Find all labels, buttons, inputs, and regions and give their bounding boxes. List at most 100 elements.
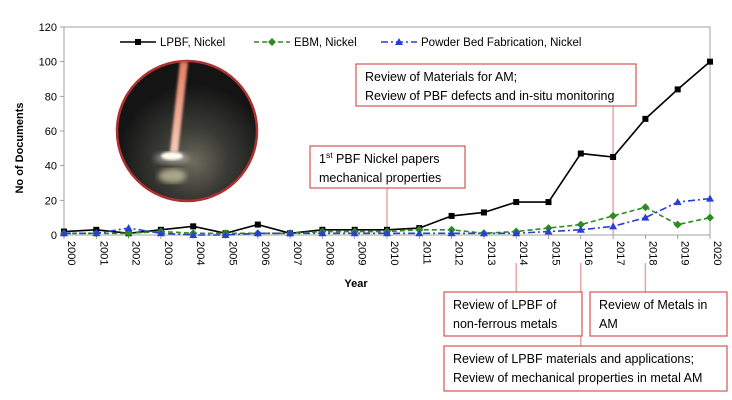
annotation-text: Review of Materials for AM;: [365, 70, 517, 84]
data-point: [383, 229, 391, 237]
annotation-text-rest: PBF Nickel papers: [333, 152, 440, 166]
series-line: [64, 197, 711, 236]
annotation-text: AM: [599, 317, 618, 331]
data-point: [156, 229, 165, 237]
annotation-box: [443, 345, 728, 392]
legend: LPBF, Nickel EBM, Nickel Powder Bed Fabric…: [120, 37, 581, 49]
data-point: [350, 229, 359, 237]
annotation-line: non-ferrous metals: [453, 317, 557, 331]
annotation-line: 1st PBF Nickel papers: [319, 150, 440, 166]
annotation-metals-am: Review of Metals in AM: [589, 291, 728, 337]
annotation-pbf-nickel-papers: 1st PBF Nickel papers mechanical properti…: [309, 145, 466, 189]
annotation-box: [443, 291, 583, 337]
annotation-text: Review of PBF defects and in-situ monito…: [365, 89, 614, 103]
data-point: [642, 115, 649, 122]
x-tick-label: 2005: [227, 241, 239, 265]
legend-entry: Powder Bed Fabrication, Nickel: [381, 37, 581, 49]
y-tick-label: 60: [45, 126, 57, 138]
data-point: [254, 221, 261, 228]
data-point: [641, 203, 650, 212]
annotation-text: non-ferrous metals: [453, 317, 557, 331]
x-tick-label: 2001: [97, 241, 109, 265]
x-tick-label: 2012: [453, 241, 465, 265]
data-point: [221, 231, 230, 238]
legend-marker: [268, 38, 276, 46]
x-tick-label: 2009: [356, 241, 368, 265]
data-point: [544, 227, 553, 235]
data-point: [641, 213, 650, 221]
x-tick-label: 2014: [517, 241, 529, 265]
annotation-line: Review of Materials for AM;: [365, 70, 517, 84]
data-point: [189, 231, 198, 238]
y-tick-label: 80: [45, 91, 57, 103]
legend-label: Powder Bed Fabrication, Nickel: [421, 37, 581, 49]
data-point: [480, 209, 487, 216]
annotation-text: 1: [319, 152, 326, 166]
y-tick-label: 0: [51, 230, 57, 242]
data-point: [512, 229, 521, 237]
data-point: [513, 199, 520, 206]
y-axis-title: No of Documents: [14, 102, 26, 193]
series-2: [60, 194, 714, 238]
annotation-line: mechanical properties: [319, 171, 441, 185]
x-tick-label: 2000: [65, 241, 77, 265]
data-point: [479, 229, 488, 237]
y-tick-label: 120: [39, 22, 57, 34]
annotation-text: mechanical properties: [319, 171, 441, 185]
annotation-box: [355, 63, 637, 107]
y-tick-label: 100: [39, 57, 57, 69]
data-point: [124, 224, 133, 232]
y-tick-label: 20: [45, 195, 57, 207]
x-tick-label: 2019: [679, 241, 691, 265]
x-tick-label: 2006: [259, 241, 271, 265]
data-point: [609, 222, 618, 230]
data-point: [447, 229, 456, 237]
data-point: [318, 229, 327, 237]
series-layer: [60, 58, 714, 238]
data-point: [415, 229, 424, 237]
data-point: [545, 199, 552, 206]
annotations: 1st PBF Nickel papers mechanical properti…: [309, 63, 728, 392]
annotation-lpbf-nonferrous: Review of LPBF of non-ferrous metals: [443, 291, 583, 337]
data-point: [673, 198, 682, 206]
legend-marker: [135, 39, 141, 45]
x-tick-label: 2017: [614, 241, 626, 265]
annotation-line: Review of LPBF of: [453, 298, 557, 312]
data-point: [124, 229, 133, 238]
annotation-text: Review of Metals in: [599, 298, 707, 312]
data-point: [610, 154, 617, 160]
x-tick-label: 2011: [420, 241, 432, 265]
legend-label: LPBF, Nickel: [160, 37, 225, 49]
data-point: [706, 213, 714, 222]
annotation-superscript: st: [326, 150, 333, 160]
annotation-text: Review of mechanical properties in metal…: [453, 371, 702, 385]
data-point: [253, 229, 262, 237]
annotation-line: Review of PBF defects and in-situ monito…: [365, 89, 614, 103]
x-tick-label: 2003: [162, 241, 174, 265]
annotation-text: Review of LPBF materials and application…: [453, 352, 694, 366]
x-tick-label: 2020: [711, 241, 723, 265]
data-point: [576, 225, 585, 233]
annotation-box: [309, 145, 466, 189]
data-point: [576, 220, 585, 229]
legend-marker: [395, 38, 403, 45]
data-point: [673, 220, 682, 229]
x-tick-label: 2015: [550, 241, 562, 265]
annotation-box: [589, 291, 728, 337]
melt-pool-photo: [115, 59, 259, 203]
data-point: [190, 223, 197, 230]
x-tick-label: 2002: [130, 241, 142, 265]
data-point: [92, 229, 101, 237]
data-point: [707, 58, 713, 65]
annotation-line: Review of Metals in: [599, 298, 707, 312]
annotation-text: Review of LPBF of: [453, 298, 557, 312]
x-axis-title: Year: [344, 278, 368, 290]
x-tick-label: 2018: [646, 241, 658, 265]
data-point: [609, 211, 618, 220]
data-point: [577, 150, 584, 157]
annotation-line: Review of mechanical properties in metal…: [453, 371, 702, 385]
legend-label: EBM, Nickel: [294, 37, 357, 49]
data-point: [674, 86, 681, 93]
annotation-line: AM: [599, 317, 618, 331]
